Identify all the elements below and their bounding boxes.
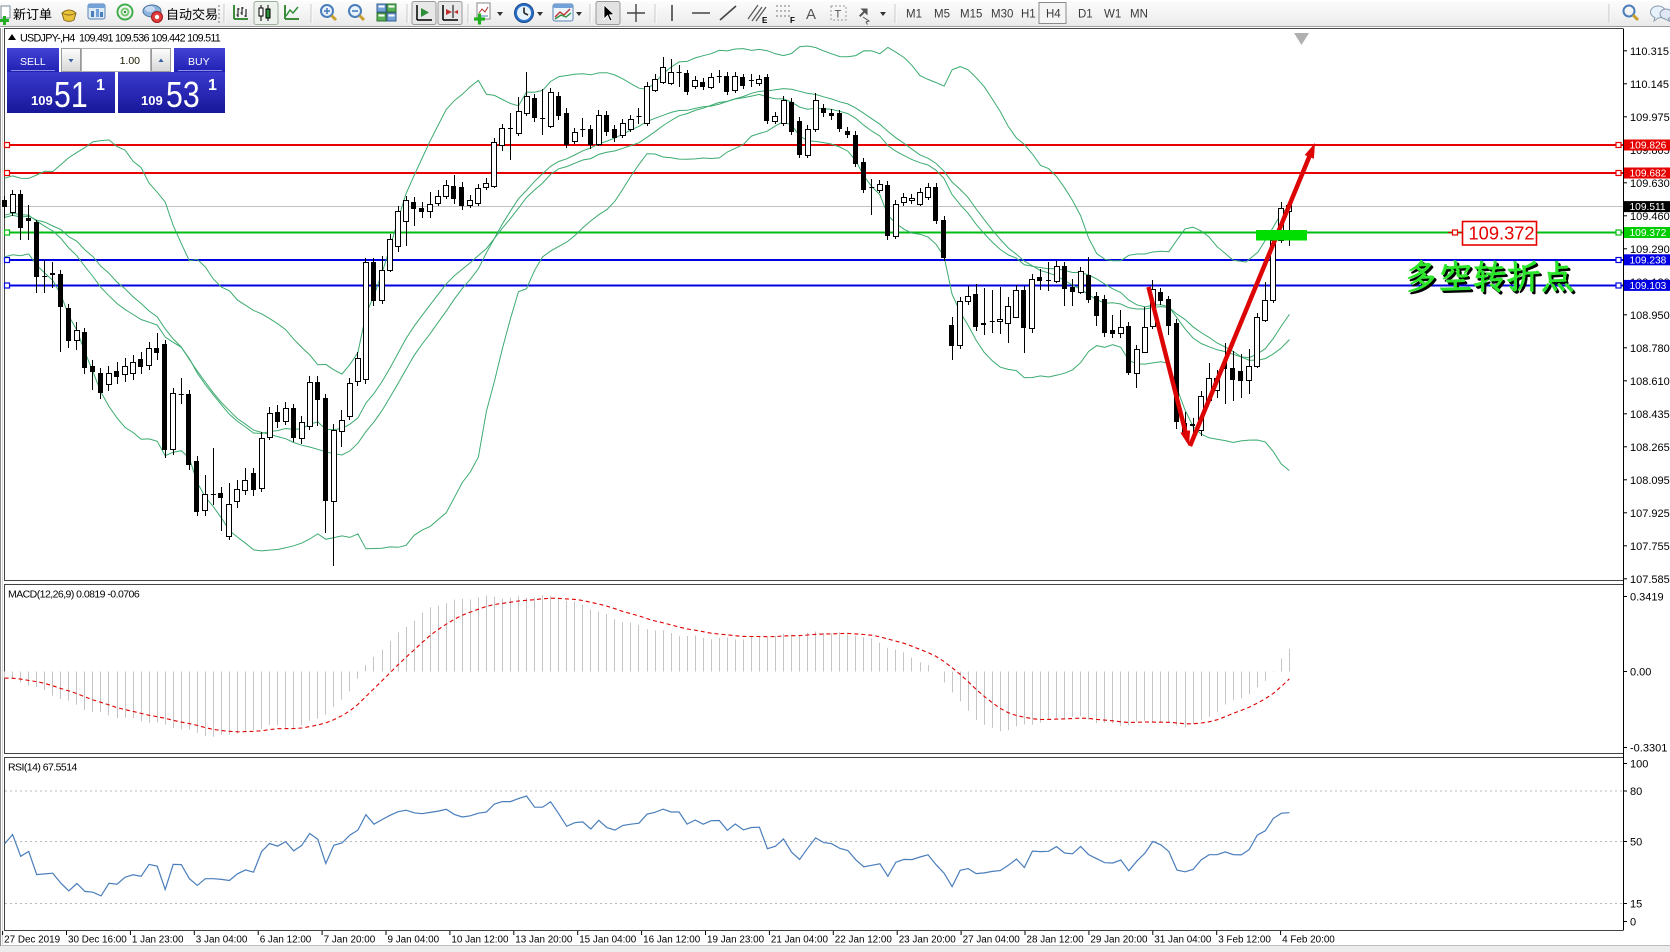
- svg-text:M1: M1: [906, 9, 922, 21]
- svg-text:31 Jan 04:00: 31 Jan 04:00: [1154, 935, 1212, 946]
- svg-text:-0.3301: -0.3301: [1630, 743, 1667, 755]
- svg-text:23 Jan 20:00: 23 Jan 20:00: [899, 935, 957, 946]
- svg-text:109.630: 109.630: [1630, 178, 1670, 190]
- svg-text:21 Jan 04:00: 21 Jan 04:00: [771, 935, 829, 946]
- svg-text:108.095: 108.095: [1630, 475, 1670, 487]
- svg-text:3 Jan 04:00: 3 Jan 04:00: [196, 935, 248, 946]
- svg-text:H4: H4: [1046, 9, 1061, 21]
- svg-text:109.290: 109.290: [1630, 244, 1670, 256]
- svg-text:28 Jan 12:00: 28 Jan 12:00: [1027, 935, 1085, 946]
- svg-text:F: F: [790, 16, 795, 25]
- svg-text:109.460: 109.460: [1630, 211, 1670, 223]
- svg-text:MACD(12,26,9) 0.0819 -0.0706: MACD(12,26,9) 0.0819 -0.0706: [8, 589, 140, 601]
- svg-text:109.372: 109.372: [1469, 223, 1535, 244]
- svg-text:27 Jan 04:00: 27 Jan 04:00: [963, 935, 1021, 946]
- svg-text:107.925: 107.925: [1630, 508, 1670, 520]
- svg-text:109.975: 109.975: [1630, 112, 1670, 124]
- svg-text:109.103: 109.103: [1630, 281, 1667, 292]
- svg-text:13 Jan 20:00: 13 Jan 20:00: [515, 935, 573, 946]
- svg-text:107.585: 107.585: [1630, 574, 1670, 586]
- svg-text:109.682: 109.682: [1630, 169, 1667, 180]
- svg-text:15: 15: [1630, 899, 1642, 911]
- svg-text:29 Jan 20:00: 29 Jan 20:00: [1090, 935, 1148, 946]
- svg-text:30 Dec 16:00: 30 Dec 16:00: [68, 935, 127, 946]
- svg-text:6 Jan 12:00: 6 Jan 12:00: [260, 935, 312, 946]
- svg-text:M5: M5: [934, 9, 950, 21]
- svg-text:16 Jan 12:00: 16 Jan 12:00: [643, 935, 701, 946]
- svg-text:108.265: 108.265: [1630, 442, 1670, 454]
- svg-text:W1: W1: [1104, 9, 1121, 21]
- svg-text:50: 50: [1630, 837, 1642, 849]
- svg-text:108.950: 108.950: [1630, 310, 1670, 322]
- svg-text:107.755: 107.755: [1630, 541, 1670, 553]
- svg-text:110.315: 110.315: [1630, 46, 1669, 58]
- svg-text:109.238: 109.238: [1630, 255, 1667, 266]
- svg-text:M30: M30: [991, 9, 1013, 21]
- svg-text:19 Jan 23:00: 19 Jan 23:00: [707, 935, 765, 946]
- svg-text:108.435: 108.435: [1630, 409, 1670, 421]
- svg-text:RSI(14) 67.5514: RSI(14) 67.5514: [8, 762, 78, 774]
- svg-text:108.780: 108.780: [1630, 343, 1670, 355]
- svg-text:D1: D1: [1078, 9, 1093, 21]
- svg-text:109.826: 109.826: [1630, 141, 1667, 152]
- svg-text:7 Jan 20:00: 7 Jan 20:00: [324, 935, 376, 946]
- svg-text:108.610: 108.610: [1630, 376, 1670, 388]
- svg-text:T: T: [835, 9, 842, 21]
- svg-text:10 Jan 12:00: 10 Jan 12:00: [451, 935, 509, 946]
- svg-text:9 Jan 04:00: 9 Jan 04:00: [388, 935, 440, 946]
- svg-text:4 Feb 20:00: 4 Feb 20:00: [1282, 935, 1335, 946]
- svg-text:1 Jan 23:00: 1 Jan 23:00: [132, 935, 184, 946]
- svg-text:3 Feb 12:00: 3 Feb 12:00: [1218, 935, 1271, 946]
- svg-text:80: 80: [1630, 786, 1642, 798]
- svg-text:27 Dec 2019: 27 Dec 2019: [4, 935, 61, 946]
- svg-text:E: E: [762, 16, 768, 25]
- svg-text:MN: MN: [1130, 9, 1148, 21]
- svg-text:0.00: 0.00: [1630, 667, 1651, 679]
- svg-text:109.372: 109.372: [1630, 228, 1667, 239]
- svg-text:100: 100: [1630, 759, 1648, 771]
- svg-text:A: A: [806, 6, 816, 23]
- svg-text:0.3419: 0.3419: [1630, 592, 1664, 604]
- svg-text:15 Jan 04:00: 15 Jan 04:00: [579, 935, 637, 946]
- svg-text:USDJPY-,H4 109.491 109.536 10: USDJPY-,H4 109.491 109.536 109.442 109.5…: [20, 33, 221, 45]
- svg-text:110.145: 110.145: [1630, 79, 1669, 91]
- svg-text:0: 0: [1630, 917, 1636, 929]
- svg-text:M15: M15: [960, 9, 982, 21]
- svg-text:109.511: 109.511: [1630, 202, 1666, 213]
- svg-text:H1: H1: [1021, 9, 1036, 21]
- svg-text:22 Jan 12:00: 22 Jan 12:00: [835, 935, 893, 946]
